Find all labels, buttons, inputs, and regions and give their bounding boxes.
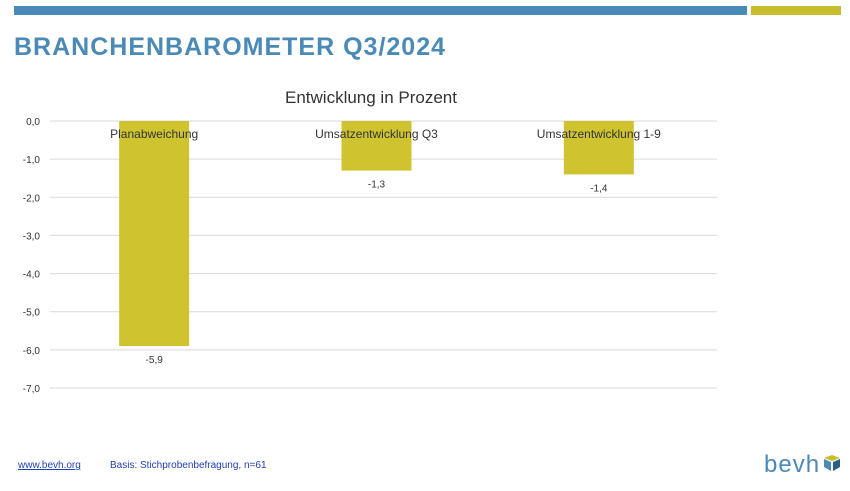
data-label: -5,9 <box>146 355 164 366</box>
y-tick-label: -4,0 <box>23 270 41 281</box>
data-label: -1,4 <box>590 183 608 194</box>
slide-title: BRANCHENBAROMETER Q3/2024 <box>14 33 447 61</box>
website-link[interactable]: www.bevh.org <box>18 460 81 471</box>
cube-icon <box>824 455 841 471</box>
y-tick-label: -7,0 <box>23 384 41 395</box>
data-label: -1,3 <box>368 180 386 191</box>
y-tick-label: -3,0 <box>23 231 41 242</box>
top-accent-bar-blue <box>14 6 747 15</box>
bar <box>563 121 634 175</box>
footer-basis-note: Basis: Stichprobenbefragung, n=61 <box>110 460 267 471</box>
bevh-logo: bevh <box>764 452 841 482</box>
logo-text: bevh <box>764 451 821 478</box>
y-tick-label: 0,0 <box>26 117 40 128</box>
bars <box>119 121 634 347</box>
top-accent-bar-olive <box>751 6 841 15</box>
y-tick-label: -5,0 <box>23 308 41 319</box>
bar <box>119 121 190 347</box>
category-label: Umsatzentwicklung 1-9 <box>537 127 661 141</box>
category-label: Planabweichung <box>110 127 198 141</box>
bar <box>341 121 412 171</box>
y-tick-label: -2,0 <box>23 193 41 204</box>
chart-title: Entwicklung in Prozent <box>285 88 457 107</box>
y-tick-label: -1,0 <box>23 155 41 166</box>
category-label: Umsatzentwicklung Q3 <box>315 127 438 141</box>
y-tick-label: -6,0 <box>23 346 41 357</box>
labels: 0,0 -1,0 -2,0 -3,0 -4,0 -5,0 -6,0 -7,0 Planabwei… <box>23 117 661 395</box>
